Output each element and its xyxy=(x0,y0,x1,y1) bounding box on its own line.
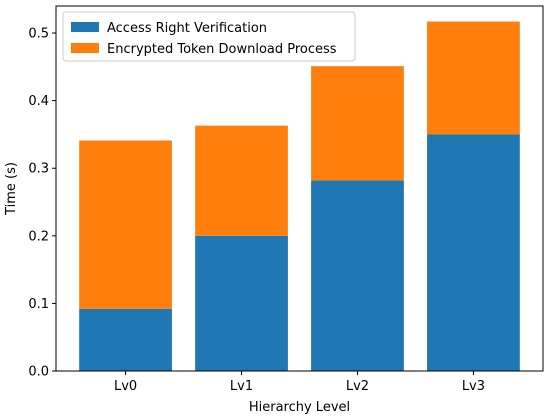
bars-layer xyxy=(79,21,520,371)
bar-lv3-series-1 xyxy=(427,21,520,135)
legend-swatch-1 xyxy=(71,43,99,53)
bar-lv1-series-1 xyxy=(195,125,288,236)
legend-frame xyxy=(62,11,356,62)
legend-label-0: Access Right Verification xyxy=(107,21,267,36)
y-axis: 0.0 0.1 0.2 0.3 0.4 0.5 xyxy=(28,27,56,380)
x-tick-label: Lv2 xyxy=(346,379,369,394)
plot-frame xyxy=(55,5,544,372)
legend-label-1: Encrypted Token Download Process xyxy=(107,42,337,57)
y-tick-label: 0.5 xyxy=(28,27,49,42)
bar-lv3-series-0 xyxy=(427,134,520,371)
bar-lv0-series-1 xyxy=(79,140,172,309)
legend-swatch-0 xyxy=(71,22,99,32)
x-tick-label: Lv0 xyxy=(114,379,137,394)
bar-lv2-series-0 xyxy=(311,180,404,371)
x-axis: Lv0 Lv1 Lv2 Lv3 xyxy=(114,371,485,394)
y-tick-label: 0.3 xyxy=(28,162,49,177)
y-tick-label: 0.1 xyxy=(28,297,49,312)
y-tick-label: 0.0 xyxy=(28,365,49,380)
bar-lv0-series-0 xyxy=(79,308,172,371)
legend: Access Right Verification Encrypted Token… xyxy=(62,11,356,62)
y-axis-label: Time (s) xyxy=(4,162,19,216)
bar-lv1-series-0 xyxy=(195,235,288,371)
y-tick-label: 0.4 xyxy=(28,94,49,109)
x-tick-label: Lv3 xyxy=(462,379,485,394)
y-tick-label: 0.2 xyxy=(28,229,49,244)
x-axis-label: Hierarchy Level xyxy=(249,400,350,415)
x-tick-label: Lv1 xyxy=(230,379,253,394)
bar-lv2-series-1 xyxy=(311,66,404,181)
